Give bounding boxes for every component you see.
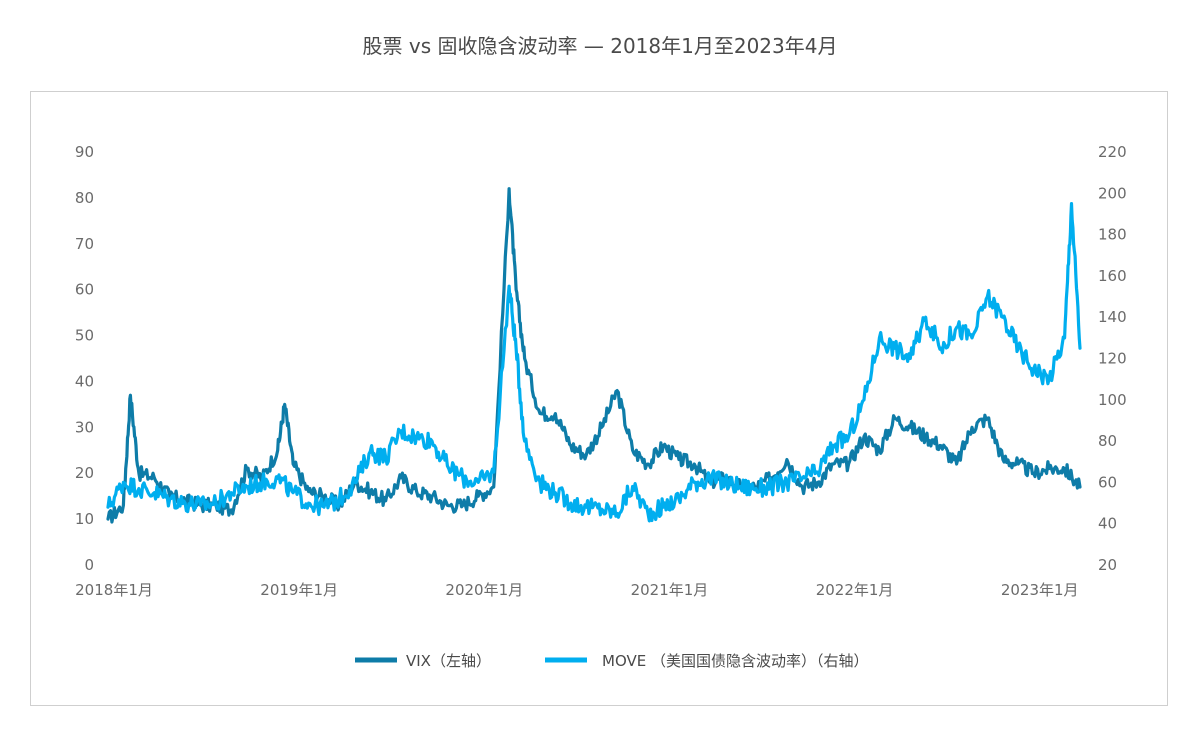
series-line-vix — [106, 187, 1082, 524]
legend: VIX（左轴） MOVE （美国国债隐含波动率）（右轴） — [355, 652, 869, 670]
y-right-tick-label: 20 — [1098, 556, 1117, 574]
y-right-tick-label: 160 — [1098, 267, 1127, 285]
y-right-tick-label: 120 — [1098, 350, 1127, 368]
y-right-tick-label: 40 — [1098, 515, 1117, 533]
legend-label: MOVE （美国国债隐含波动率）（右轴） — [602, 652, 869, 670]
y-right-tick-label: 180 — [1098, 226, 1127, 244]
x-tick-label: 2023年1月 — [1001, 581, 1079, 599]
series-lines — [106, 187, 1082, 524]
y-left-tick-label: 60 — [75, 281, 94, 299]
y-left-tick-label: 80 — [75, 189, 94, 207]
x-tick-label: 2021年1月 — [631, 581, 709, 599]
legend-label: VIX（左轴） — [406, 652, 491, 670]
series-line-move — [106, 202, 1082, 523]
x-tick-label: 2020年1月 — [445, 581, 523, 599]
x-tick-label: 2019年1月 — [260, 581, 338, 599]
x-tick-label: 2018年1月 — [75, 581, 153, 599]
y-right-tick-label: 220 — [1098, 143, 1127, 161]
y-left-tick-label: 70 — [75, 235, 94, 253]
y-right-tick-label: 140 — [1098, 308, 1127, 326]
y-right-tick-label: 200 — [1098, 184, 1127, 202]
y-left-tick-label: 20 — [75, 464, 94, 482]
y-left-tick-label: 10 — [75, 510, 94, 528]
y-left-tick-label: 0 — [84, 556, 94, 574]
y-left-tick-label: 90 — [75, 143, 94, 161]
chart-title: 股票 vs 固收隐含波动率 — 2018年1月至2023年4月 — [362, 34, 838, 58]
y-left-tick-label: 30 — [75, 418, 94, 436]
y-right-axis: 20 40 60 80 100 120 140 160 180 200 220 — [1098, 143, 1127, 574]
x-tick-label: 2022年1月 — [816, 581, 894, 599]
y-right-tick-label: 60 — [1098, 473, 1117, 491]
x-axis: 2018年1月 2019年1月 2020年1月 2021年1月 2022年1月 2023年… — [75, 581, 1078, 599]
y-right-tick-label: 100 — [1098, 391, 1127, 409]
y-left-tick-label: 50 — [75, 327, 94, 345]
y-left-axis: 0 10 20 30 40 50 60 70 80 90 — [75, 143, 94, 574]
y-left-tick-label: 40 — [75, 372, 94, 390]
y-right-tick-label: 80 — [1098, 432, 1117, 450]
chart-frame — [30, 91, 1168, 706]
